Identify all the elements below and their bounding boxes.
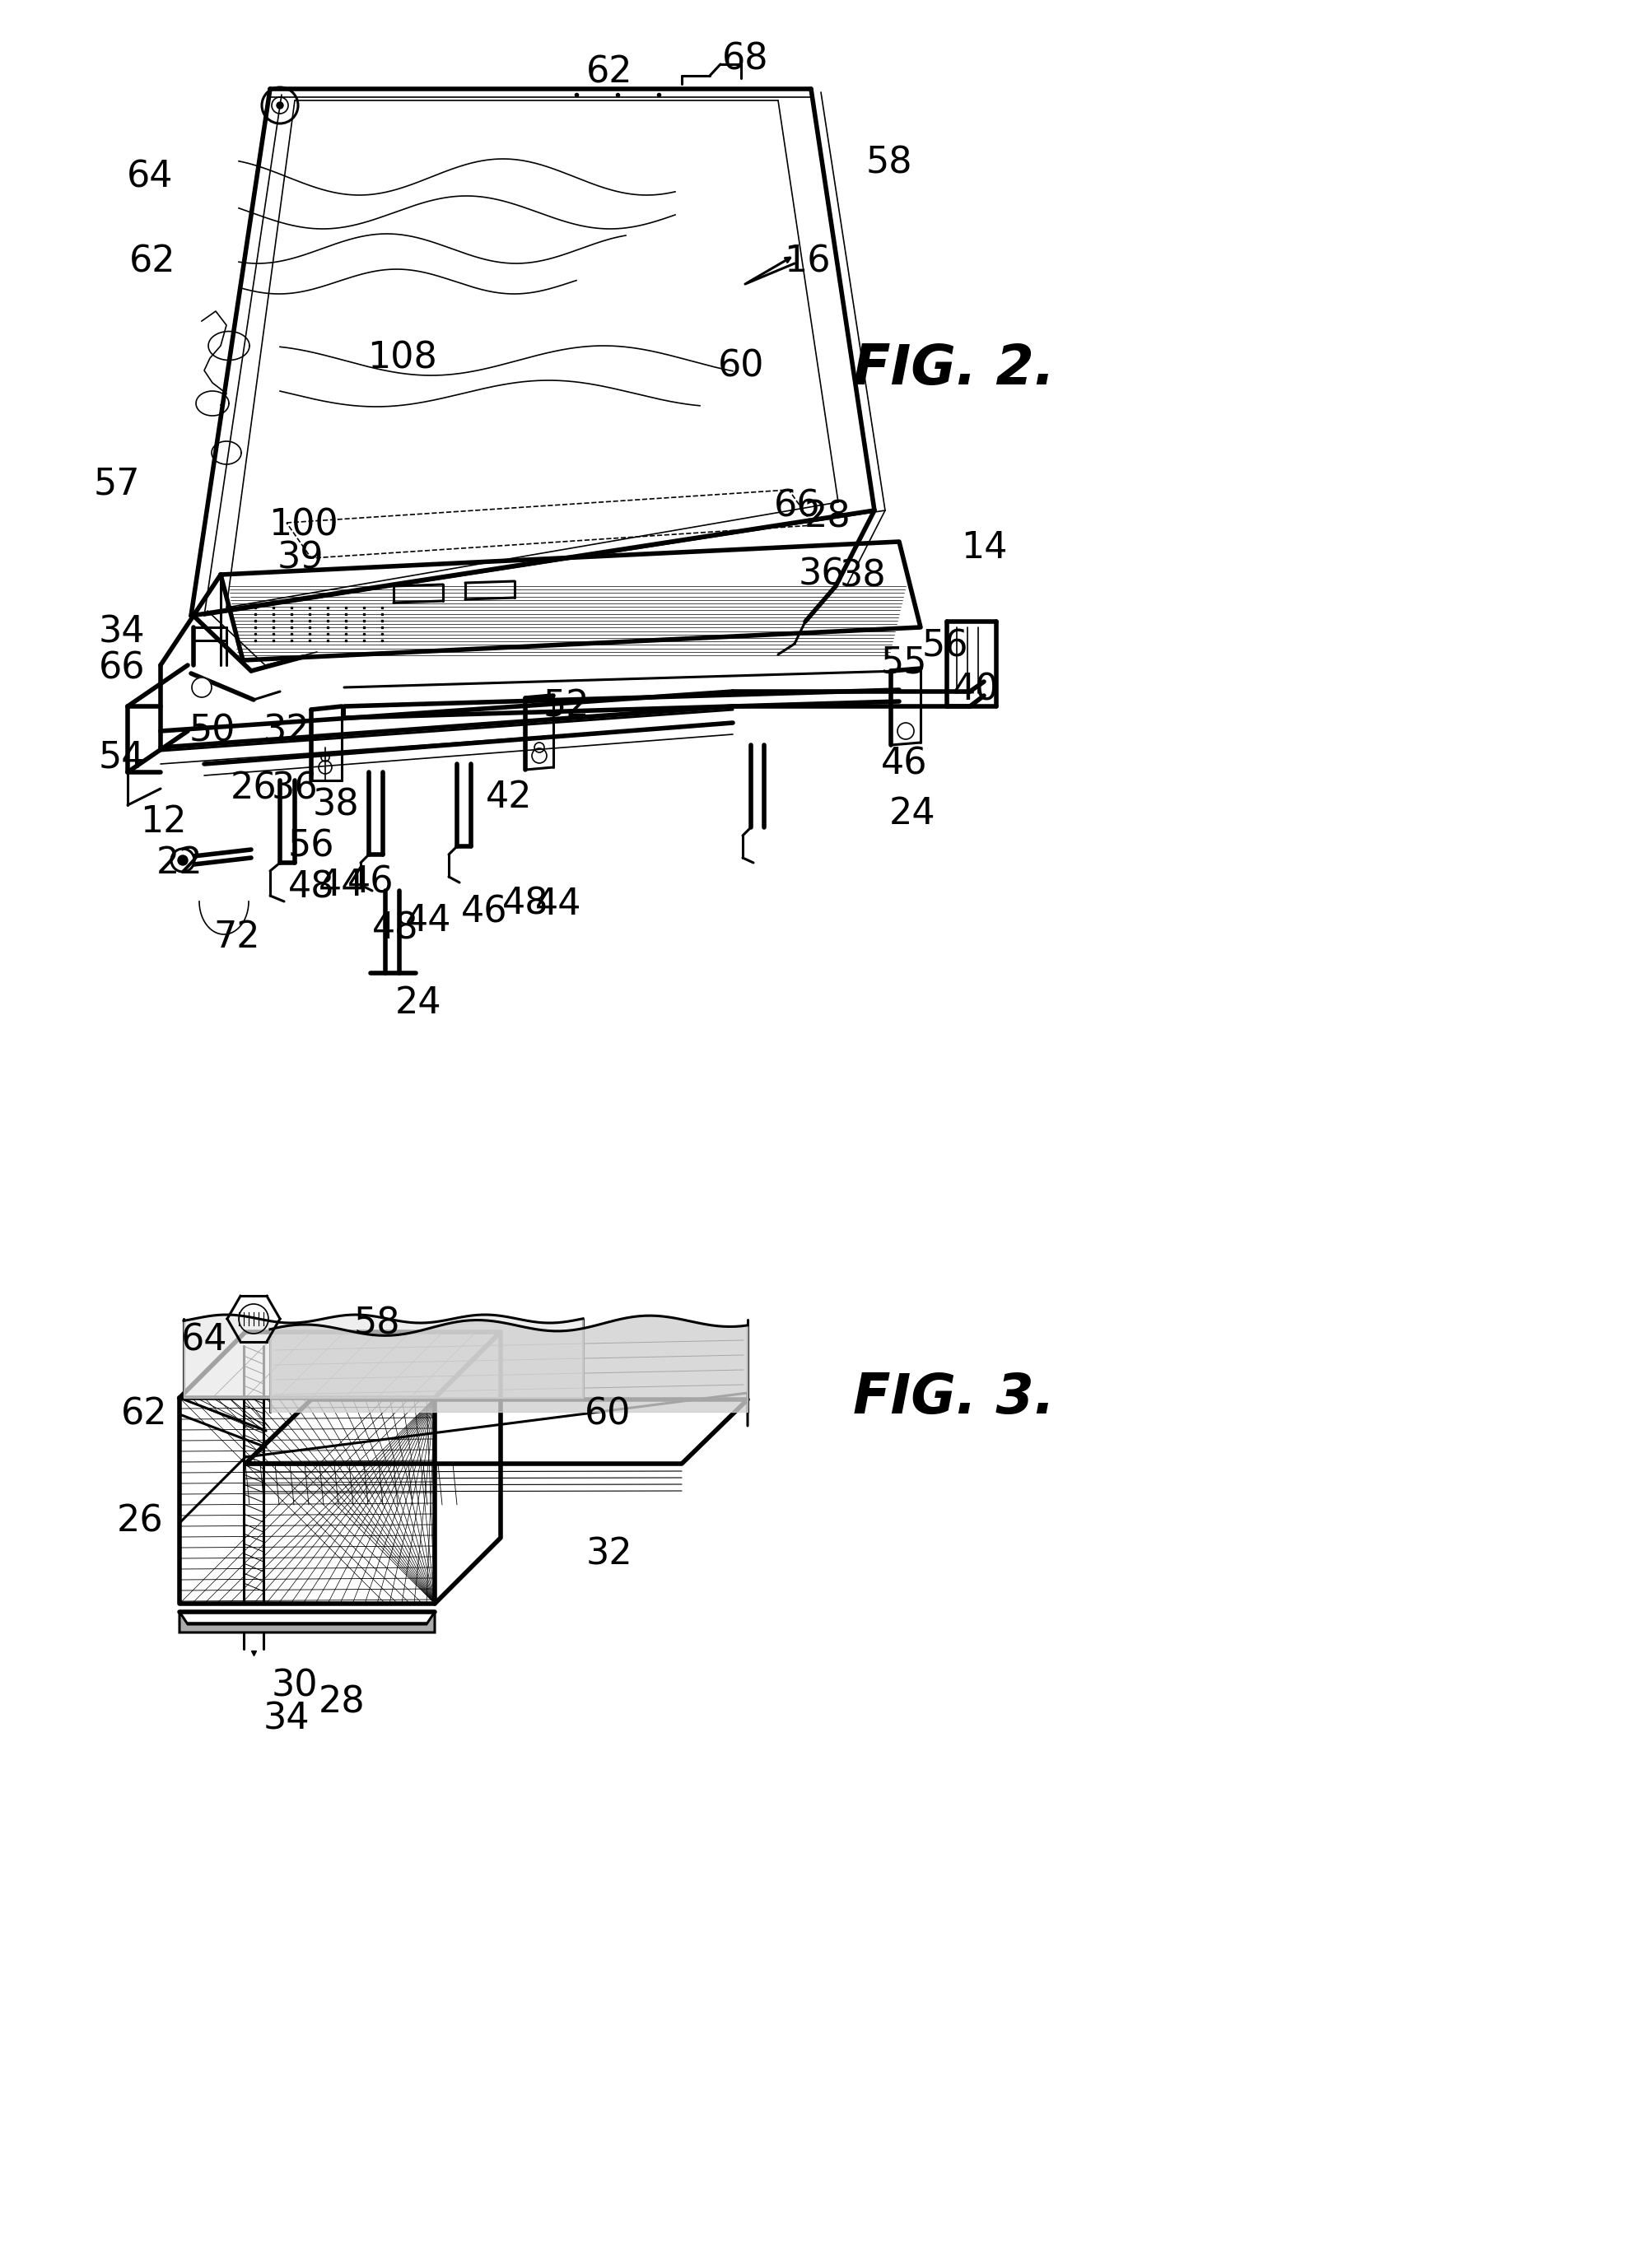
Text: 46: 46: [460, 894, 508, 930]
Text: FIG. 2.: FIG. 2.: [853, 342, 1054, 397]
Text: 34: 34: [264, 1701, 309, 1737]
Text: 108: 108: [368, 340, 436, 376]
Text: 26: 26: [231, 771, 277, 807]
Text: 44: 44: [535, 887, 581, 921]
Text: 38: 38: [840, 558, 887, 594]
Text: 60: 60: [584, 1397, 631, 1431]
Text: 28: 28: [319, 1685, 364, 1719]
Text: 100: 100: [268, 508, 338, 542]
Text: 34: 34: [99, 615, 145, 651]
Circle shape: [277, 102, 283, 109]
Text: 55: 55: [880, 644, 927, 680]
Text: 58: 58: [866, 145, 913, 181]
Text: 64: 64: [127, 159, 172, 195]
Text: 46: 46: [347, 864, 394, 900]
Text: 40: 40: [952, 671, 999, 708]
Text: 32: 32: [264, 714, 309, 748]
Text: 14: 14: [960, 531, 1007, 565]
Text: 62: 62: [586, 54, 633, 91]
Polygon shape: [179, 1613, 434, 1633]
Text: 12: 12: [140, 803, 187, 839]
Text: 48: 48: [503, 887, 548, 921]
Text: 22: 22: [156, 846, 203, 880]
Text: 48: 48: [373, 912, 418, 946]
Text: 62: 62: [120, 1397, 168, 1431]
Text: 68: 68: [722, 41, 768, 77]
Text: 56: 56: [288, 828, 335, 864]
Text: 30: 30: [272, 1669, 319, 1703]
Text: 62: 62: [129, 245, 176, 279]
Text: 28: 28: [804, 499, 851, 535]
Circle shape: [192, 678, 212, 696]
Text: 42: 42: [485, 780, 532, 814]
Text: 54: 54: [99, 739, 145, 776]
Text: 44: 44: [405, 903, 451, 939]
Text: 46: 46: [880, 746, 927, 782]
Text: 32: 32: [586, 1535, 633, 1572]
Text: 39: 39: [277, 540, 324, 576]
Text: 16: 16: [784, 245, 830, 279]
Text: 66: 66: [99, 651, 145, 687]
Text: 24: 24: [888, 796, 936, 830]
Text: 44: 44: [319, 866, 364, 903]
Text: 72: 72: [213, 919, 260, 955]
Text: FIG. 3.: FIG. 3.: [853, 1370, 1054, 1424]
Text: 56: 56: [923, 628, 968, 665]
Text: 48: 48: [288, 869, 335, 905]
Text: 26: 26: [117, 1504, 163, 1540]
Text: 36: 36: [272, 771, 319, 807]
Text: 52: 52: [543, 689, 591, 723]
Text: 38: 38: [312, 787, 360, 823]
Text: 50: 50: [189, 714, 236, 748]
Circle shape: [171, 848, 194, 871]
Text: 60: 60: [718, 349, 765, 383]
Text: 58: 58: [353, 1306, 400, 1340]
Text: 57: 57: [94, 467, 140, 501]
Text: 24: 24: [395, 984, 441, 1021]
Text: 66: 66: [774, 488, 820, 524]
Text: 36: 36: [799, 558, 844, 592]
Text: 64: 64: [181, 1322, 228, 1359]
Circle shape: [177, 855, 187, 864]
